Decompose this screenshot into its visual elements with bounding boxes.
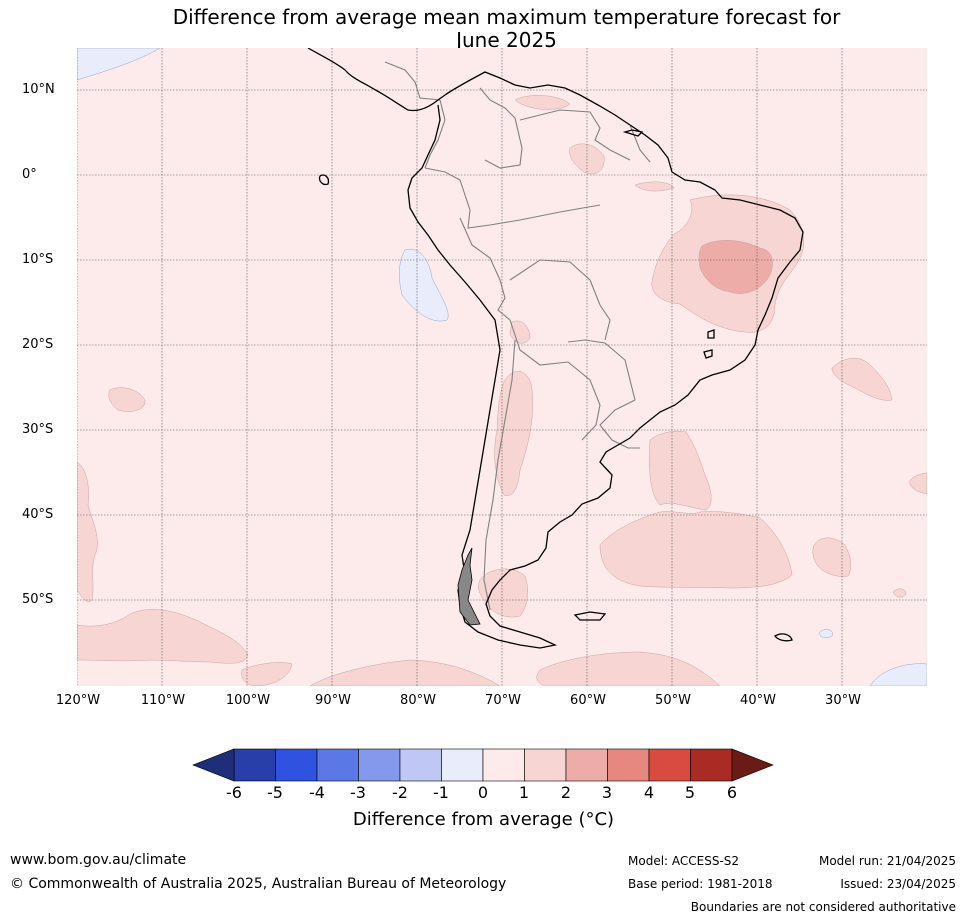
lat-label-40s: 40°S	[22, 507, 54, 522]
colorbar-tick: -1	[433, 783, 449, 802]
country-borders	[384, 61, 651, 611]
lon-label-40w: 40°W	[740, 693, 776, 708]
colorbar-segment	[441, 748, 484, 782]
colorbar-segment	[233, 748, 276, 782]
lon-label-100w: 100°W	[225, 693, 271, 708]
lat-label-20s: 20°S	[22, 337, 54, 352]
colorbar-segment	[316, 748, 359, 782]
lon-label-120w: 120°W	[55, 693, 101, 708]
colorbar-under-arrow	[192, 748, 235, 782]
lon-label-30w: 30°W	[825, 693, 861, 708]
map-title-line-1: Difference from average mean maximum tem…	[172, 5, 841, 29]
colorbar-segment	[524, 748, 567, 782]
lat-label-50s: 50°S	[22, 592, 54, 607]
colorbar-tick: -2	[392, 783, 408, 802]
colorbar-segment	[275, 748, 318, 782]
website-link[interactable]: www.bom.gov.au/climate	[10, 852, 187, 868]
lat-label-10n: 10°N	[22, 82, 55, 97]
anomaly-band-2-3	[698, 240, 773, 294]
base-period-text: Base period: 1981-2018	[628, 877, 773, 891]
lon-label-70w: 70°W	[485, 693, 521, 708]
colorbar-tick: 5	[684, 783, 696, 802]
lon-label-50w: 50°W	[655, 693, 691, 708]
colorbar-label: Difference from average (°C)	[352, 809, 615, 830]
issued-text: Issued: 23/04/2025	[840, 877, 956, 891]
colorbar-segment	[565, 748, 608, 782]
colorbar-segment	[607, 748, 650, 782]
colorbar-tick: -6	[226, 783, 242, 802]
model-text: Model: ACCESS-S2	[628, 854, 740, 868]
lon-label-60w: 60°W	[570, 693, 606, 708]
colorbar-over-arrow	[731, 748, 774, 782]
model-run-text: Model run: 21/04/2025	[818, 854, 956, 868]
colorbar-segment	[648, 748, 691, 782]
colorbar-tick: 2	[560, 783, 572, 802]
colorbar-tick: -4	[309, 783, 325, 802]
colorbar-tick: -5	[267, 783, 283, 802]
colorbar-tick: 6	[726, 783, 738, 802]
colorbar-tick: 1	[518, 783, 530, 802]
lat-label-0: 0°	[22, 167, 37, 182]
lat-label-30s: 30°S	[22, 422, 54, 437]
colorbar-tick: -3	[350, 783, 366, 802]
lon-label-90w: 90°W	[315, 693, 351, 708]
graticule	[77, 48, 927, 686]
lon-label-80w: 80°W	[400, 693, 436, 708]
lon-label-110w: 110°W	[140, 693, 186, 708]
lat-label-10s: 10°S	[22, 252, 54, 267]
colorbar-tick: 3	[601, 783, 613, 802]
colorbar-segment	[482, 748, 525, 782]
colorbar-segment	[358, 748, 401, 782]
disclaimer-text: Boundaries are not considered authoritat…	[690, 900, 956, 914]
anomaly-band-neg1-0	[77, 48, 927, 686]
chile-fjords	[457, 547, 481, 626]
colorbar-segment	[690, 748, 733, 782]
colorbar-segment	[399, 748, 442, 782]
colorbar-tick: 0	[477, 783, 489, 802]
copyright-text: © Commonwealth of Australia 2025, Austra…	[10, 876, 507, 892]
colorbar-tick: 4	[643, 783, 655, 802]
